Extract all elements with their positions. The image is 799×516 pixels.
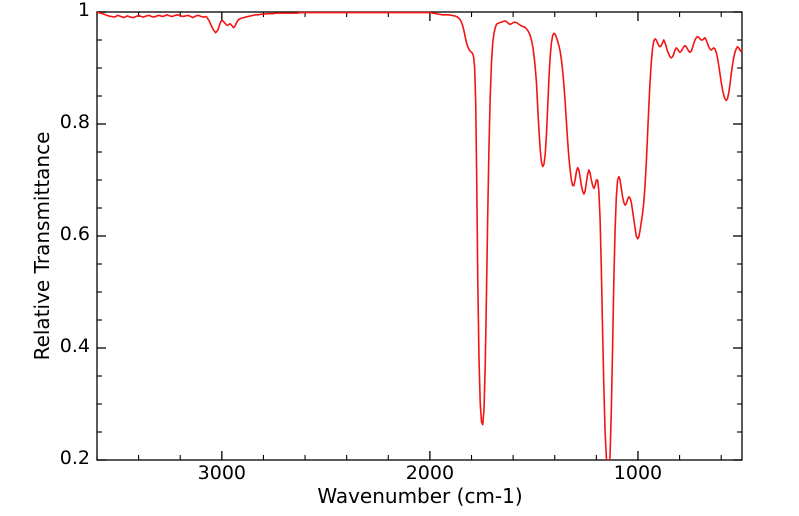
x-tick-label: 2000: [405, 462, 455, 484]
y-tick-label: 0.8: [59, 111, 90, 133]
x-tick-label: 3000: [197, 462, 246, 484]
y-tick-label: 0.6: [59, 223, 90, 245]
y-tick-label: 1: [77, 0, 90, 21]
y-axis-label: Relative Transmittance: [30, 131, 54, 361]
x-axis-label: Wavenumber (cm-1): [317, 484, 523, 508]
y-tick-label: 0.2: [59, 447, 90, 469]
x-tick-label: 1000: [613, 462, 663, 484]
y-tick-label: 0.4: [59, 335, 90, 357]
y-tick-labels: 1 0.8 0.6 0.4 0.2: [30, 0, 90, 516]
